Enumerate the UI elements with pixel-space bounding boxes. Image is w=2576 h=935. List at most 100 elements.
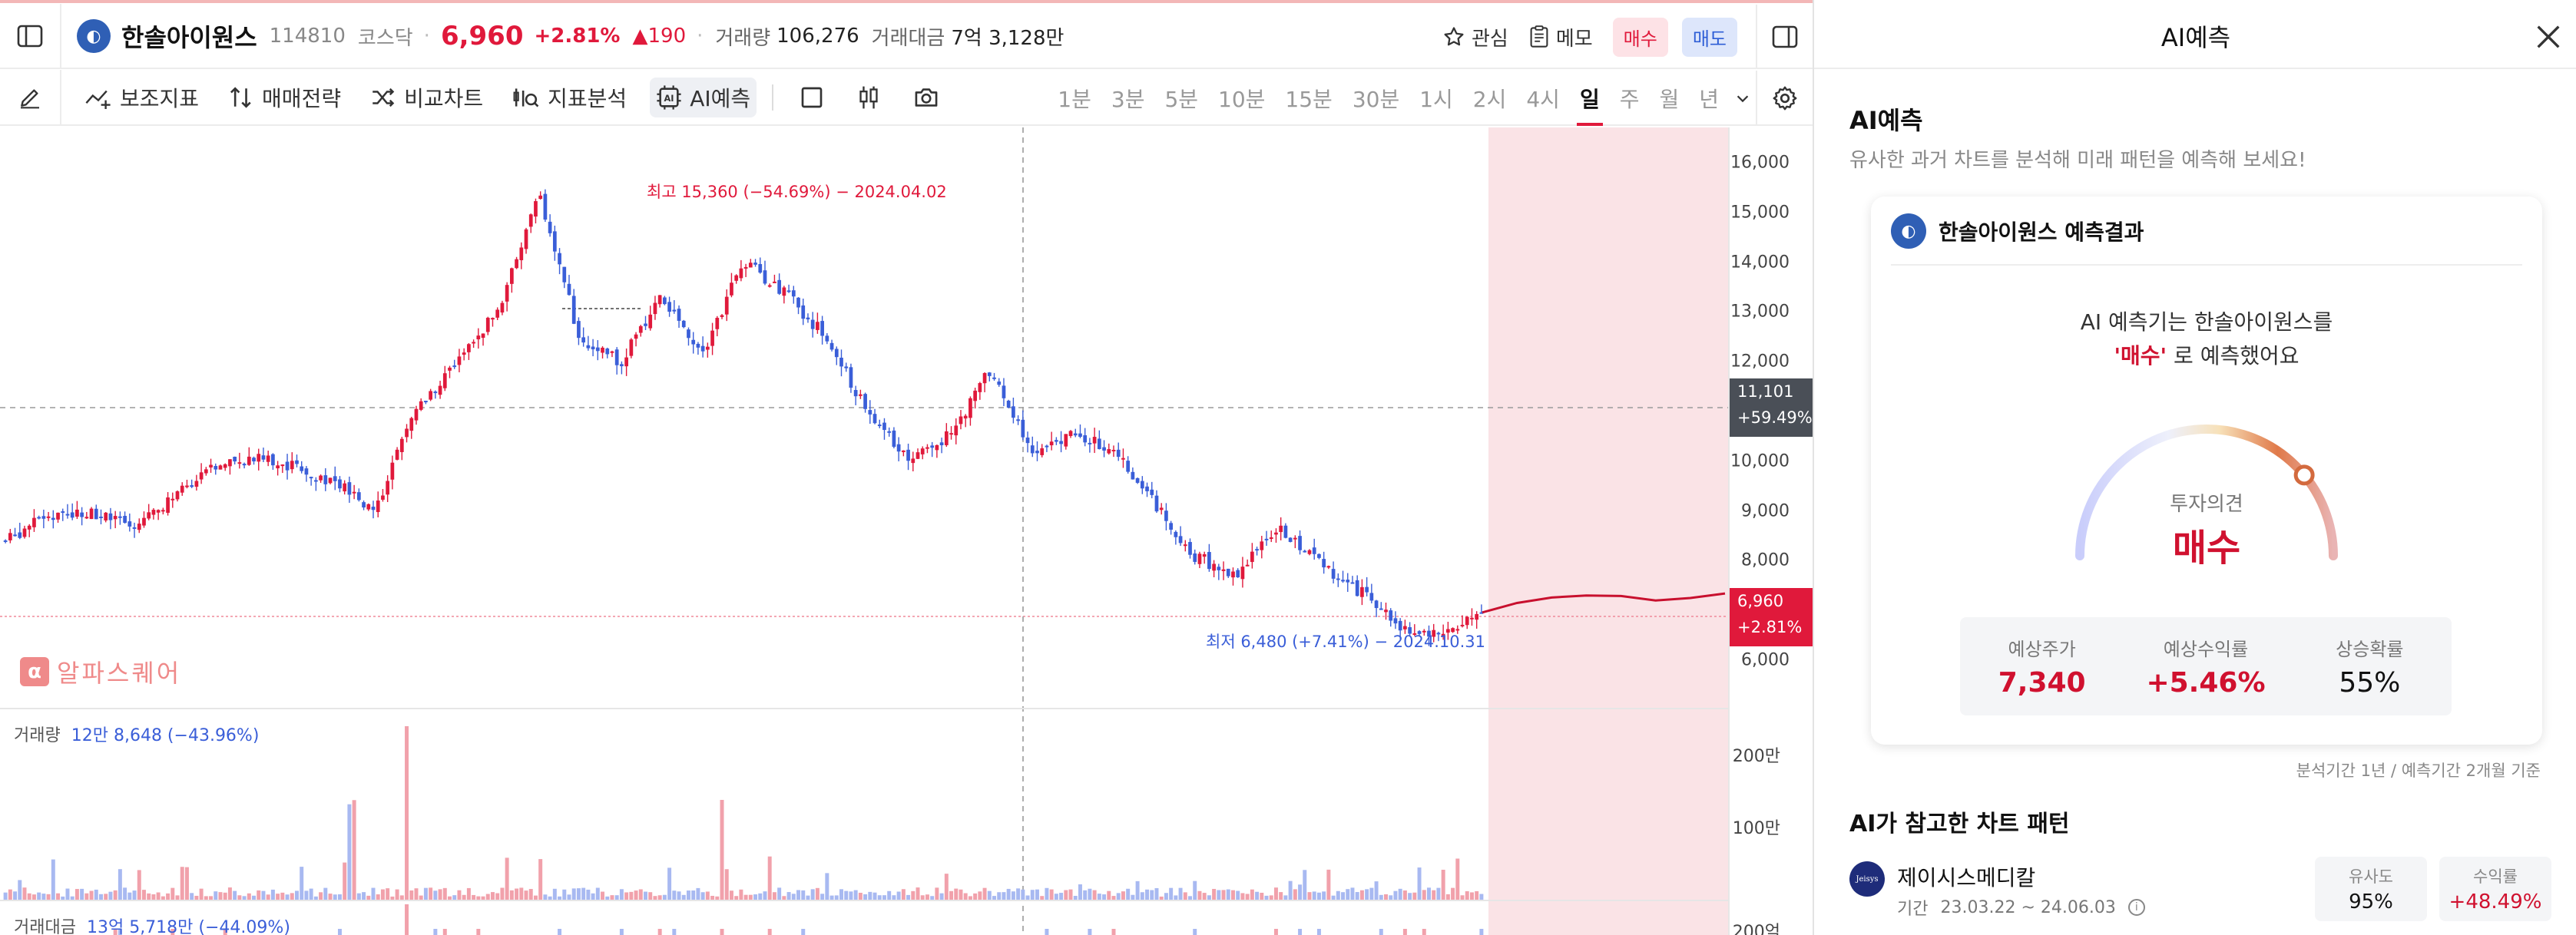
- volume-bar: [1379, 894, 1383, 900]
- candle-body: [1355, 580, 1359, 596]
- candle-type-button[interactable]: [850, 80, 887, 115]
- amount-pane-value: 13억 5,718만 (−44.09%): [86, 918, 290, 935]
- volume-bar: [533, 895, 538, 900]
- volume-bar: [452, 895, 457, 900]
- candle-body: [1049, 441, 1054, 446]
- candle-body: [1408, 627, 1412, 634]
- period-tab[interactable]: 10분: [1218, 87, 1266, 112]
- candle-body: [209, 464, 213, 468]
- candle-body: [462, 352, 466, 355]
- volume-bar: [1011, 891, 1015, 900]
- period-tab[interactable]: 월: [1659, 87, 1680, 112]
- memo-button[interactable]: 메모: [1528, 23, 1593, 51]
- candle-body: [839, 357, 843, 367]
- volume-bar: [1455, 858, 1460, 900]
- candle-body: [409, 418, 414, 431]
- candle-body: [1250, 551, 1254, 563]
- period-tab[interactable]: 2시: [1472, 87, 1507, 112]
- info-icon[interactable]: i: [2127, 899, 2145, 916]
- candle-body: [963, 415, 968, 419]
- period-tab[interactable]: 일: [1576, 71, 1603, 126]
- candle-body: [280, 464, 285, 467]
- volume-bar: [739, 889, 743, 900]
- ai-forecast-button[interactable]: AI AI예측: [650, 78, 757, 117]
- volume-bar: [99, 894, 103, 900]
- strategy-button[interactable]: 매매전략: [222, 78, 347, 117]
- volume-bar: [605, 896, 610, 900]
- volume-bar: [887, 890, 892, 900]
- low-annotation: 최저 6,480 (+7.41%) − 2024.10.31: [1206, 633, 1485, 651]
- candle-body: [1369, 593, 1374, 601]
- volume-bar: [337, 894, 342, 900]
- candle-body: [882, 422, 886, 431]
- favorite-button[interactable]: 관심: [1442, 23, 1508, 51]
- volume-bar: [748, 894, 753, 900]
- volume-bar: [276, 894, 280, 900]
- chevron-down-icon[interactable]: [1734, 71, 1751, 126]
- candle-body: [959, 416, 963, 425]
- similarity-label: 유사도: [2349, 867, 2393, 886]
- period-tab[interactable]: 주: [1619, 87, 1640, 112]
- period-tab[interactable]: 1분: [1058, 87, 1091, 112]
- candle-body: [524, 229, 528, 249]
- candle-body: [687, 329, 690, 339]
- indicators-button[interactable]: 보조지표: [78, 78, 205, 117]
- period-tab[interactable]: 4시: [1526, 87, 1560, 112]
- amount-bar: [558, 929, 562, 935]
- candle-body: [571, 296, 576, 324]
- candle-body: [691, 339, 696, 345]
- sidebar-toggle-icon[interactable]: [0, 4, 61, 68]
- buy-button[interactable]: 매수: [1612, 17, 1668, 57]
- volume-bar: [419, 895, 423, 900]
- candle-body: [849, 367, 853, 388]
- stock-name[interactable]: 한솔아이원스: [121, 23, 257, 52]
- period-tab[interactable]: 5분: [1164, 87, 1199, 112]
- drawing-tool-button[interactable]: [0, 70, 61, 125]
- pattern-company-name: 제이시스메디칼: [1897, 865, 2036, 890]
- chart-plot[interactable]: 최고 15,360 (−54.69%) − 2024.04.02 최저 6,48…: [0, 127, 1813, 935]
- separator: ·: [423, 25, 430, 48]
- candle-body: [41, 516, 46, 519]
- candle-body: [538, 195, 543, 200]
- volume-bar: [380, 889, 385, 900]
- indicator-line-icon: [85, 90, 111, 109]
- volume-bar: [997, 892, 1002, 900]
- compare-chart-button[interactable]: 비교차트: [364, 78, 489, 117]
- candle-body: [1412, 633, 1417, 635]
- candle-body: [777, 279, 782, 294]
- close-icon[interactable]: [2530, 18, 2567, 55]
- period-tab[interactable]: 년: [1699, 87, 1719, 112]
- volume-bar: [916, 887, 920, 900]
- period-tab[interactable]: 3분: [1111, 87, 1145, 112]
- volume-bar: [581, 887, 586, 900]
- volume-bar: [987, 890, 992, 900]
- candle-body: [1479, 612, 1484, 614]
- period-tab[interactable]: 15분: [1285, 87, 1333, 112]
- candle-body: [1389, 610, 1393, 621]
- indicator-analysis-button[interactable]: 지표분석: [506, 78, 633, 117]
- top-accent-line: [0, 0, 2576, 3]
- y-axis-tick: 6,000: [1741, 650, 1790, 670]
- period-tab[interactable]: 1시: [1419, 87, 1453, 112]
- period-tab[interactable]: 30분: [1352, 87, 1400, 112]
- candle-body: [562, 266, 567, 282]
- candle-body: [1169, 523, 1173, 530]
- volume-bar: [1174, 895, 1178, 900]
- amount-bar: [1479, 929, 1484, 935]
- volume-bar: [1078, 884, 1082, 900]
- fullscreen-button[interactable]: [793, 81, 830, 114]
- pattern-list-item[interactable]: Jeisys 제이시스메디칼 기간 23.03.22 ~ 24.06.03 i …: [1849, 857, 2551, 933]
- volume-bar: [815, 887, 819, 900]
- volume-bar: [51, 859, 55, 900]
- screenshot-button[interactable]: [907, 81, 945, 114]
- gauge-track: [2075, 425, 2338, 560]
- volume-bar: [1359, 890, 1364, 900]
- volume-bar: [108, 891, 113, 900]
- panel-toggle-icon[interactable]: [1756, 5, 1813, 69]
- prediction-stats: 예상주가 7,340 예상수익률 +5.46% 상승확률 55%: [1960, 617, 2452, 715]
- chart-settings-button[interactable]: [1756, 71, 1813, 126]
- candle-body: [944, 431, 949, 445]
- volume-bar: [925, 894, 929, 900]
- sell-button[interactable]: 매도: [1681, 17, 1737, 57]
- volume-bar: [1006, 888, 1011, 900]
